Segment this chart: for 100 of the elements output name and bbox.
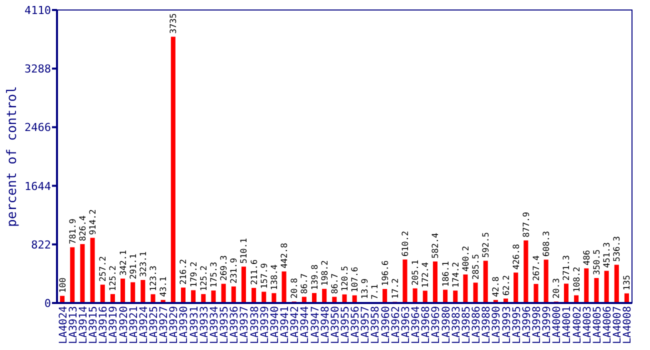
x-tick-label: LA3927: [158, 306, 170, 344]
x-tick-label: LA3914: [77, 306, 90, 344]
data-label: 125.2: [199, 265, 210, 292]
data-label: 17.2: [390, 278, 401, 299]
data-label: 291.1: [128, 254, 139, 280]
data-label: 271.3: [562, 255, 572, 281]
x-tick-label: LA3964: [410, 306, 422, 344]
data-label: 179.2: [189, 262, 200, 288]
data-label: 42.8: [492, 276, 502, 297]
data-label: 20.8: [290, 278, 300, 299]
data-label: 135: [622, 275, 633, 290]
data-label: 582.4: [431, 232, 442, 258]
x-tick-label: LA3931: [188, 306, 200, 344]
data-label: 120.5: [340, 266, 350, 292]
data-label: 257.2: [98, 256, 109, 282]
data-label: 323.1: [138, 251, 149, 277]
x-tick-label: LA3930: [178, 306, 190, 344]
data-label: 86.7: [300, 273, 310, 294]
y-tick-label: 3288: [24, 62, 51, 76]
data-label: 510.1: [240, 238, 250, 264]
data-label: 877.9: [522, 212, 532, 238]
x-tick-label: LA4000: [551, 306, 564, 344]
x-tick-label: LA3942: [289, 306, 302, 344]
x-tick-label: LA3947: [309, 306, 322, 344]
x-tick-label: LA3913: [67, 306, 80, 344]
data-label: 13.9: [360, 278, 371, 300]
data-label: 198.2: [320, 260, 330, 286]
data-label: 175.3: [209, 262, 220, 288]
x-tick-label: LA4005: [591, 306, 604, 344]
x-tick-label: LA3919: [108, 306, 120, 344]
data-label: 3735: [169, 13, 180, 34]
data-label: 610.2: [400, 230, 411, 256]
x-tick-label: LA3924: [138, 306, 150, 344]
x-tick-label: LA3988: [480, 306, 493, 344]
x-tick-label: LA3939: [258, 306, 271, 344]
x-tick-label: LA3983: [450, 306, 462, 344]
x-tick-label: LA3944: [299, 306, 312, 344]
data-label: 196.6: [380, 260, 391, 286]
x-tick-label: LA3916: [98, 306, 110, 344]
data-label: 157.9: [260, 263, 270, 289]
x-tick-label: LA3921: [128, 306, 140, 344]
x-tick-label: LA3929: [168, 306, 180, 344]
data-label: 125.2: [108, 265, 119, 292]
x-tick-label: LA3948: [319, 306, 332, 344]
data-label: 123.3: [149, 266, 159, 292]
x-tick-label: LA3940: [268, 306, 281, 344]
x-tick-label: LA3956: [350, 306, 362, 344]
data-label: 139.8: [310, 264, 320, 290]
x-tick-label: LA4024: [57, 306, 70, 344]
x-tick-label: LA3933: [198, 306, 210, 344]
x-tick-label: LA3938: [248, 306, 261, 344]
data-label: 451.3: [602, 242, 613, 268]
x-tick-label: LA3936: [228, 306, 241, 344]
data-label: 205.1: [411, 260, 422, 286]
y-tick-label: 4110: [24, 4, 51, 17]
data-label: 269.3: [220, 255, 230, 281]
data-label: 186.1: [441, 261, 452, 287]
data-label: 7.1: [370, 284, 381, 300]
data-label: 826.4: [78, 215, 88, 242]
x-tick-label: LA3962: [390, 306, 402, 344]
data-label: 592.5: [482, 232, 492, 258]
x-tick-label: LA3950: [329, 306, 342, 344]
data-label: 914.2: [88, 209, 99, 235]
x-tick-label: LA3935: [218, 306, 231, 344]
data-label: 216.2: [179, 258, 190, 285]
x-tick-label: LA4002: [571, 306, 584, 344]
x-tick-label: LA3980: [440, 306, 452, 344]
x-tick-label: LA3996: [520, 306, 533, 344]
data-label: 43.1: [159, 276, 170, 297]
data-label: 107.6: [350, 266, 361, 292]
x-tick-label: LA3986: [470, 306, 483, 344]
x-tick-label: LA3968: [420, 306, 432, 344]
x-tick-label: LA3941: [279, 306, 292, 344]
x-tick-label: LA3985: [460, 306, 472, 344]
data-label: 536.3: [612, 236, 623, 262]
data-label: 172.4: [421, 262, 432, 288]
x-tick-label: LA4006: [602, 306, 614, 344]
y-axis-title: percent of control: [5, 86, 20, 227]
x-tick-label: LA3934: [208, 306, 220, 344]
data-label: 267.4: [532, 255, 542, 281]
x-tick-label: LA4001: [561, 306, 574, 344]
data-label: 342.1: [118, 250, 129, 276]
data-label: 86.7: [330, 273, 340, 294]
data-label: 781.9: [68, 218, 78, 244]
data-label: 608.3: [542, 231, 552, 257]
data-label: 100: [58, 278, 68, 293]
y-tick-label: 2466: [24, 121, 51, 134]
x-tick-label: LA3957: [360, 306, 372, 344]
data-label: 62.2: [502, 275, 512, 296]
data-label: 285.5: [472, 254, 482, 280]
x-tick-label: LA4007: [612, 306, 624, 344]
x-tick-label: LA3969: [430, 306, 442, 344]
data-label: 350.5: [592, 249, 602, 276]
data-label: 20.3: [552, 278, 562, 299]
data-label: 442.8: [280, 242, 290, 268]
data-label: 426.8: [512, 244, 522, 270]
y-tick-label: 1644: [24, 180, 52, 193]
y-tick-label: 0: [44, 297, 51, 310]
x-tick-label: LA3960: [380, 306, 392, 344]
y-tick-label: 822: [31, 238, 51, 252]
